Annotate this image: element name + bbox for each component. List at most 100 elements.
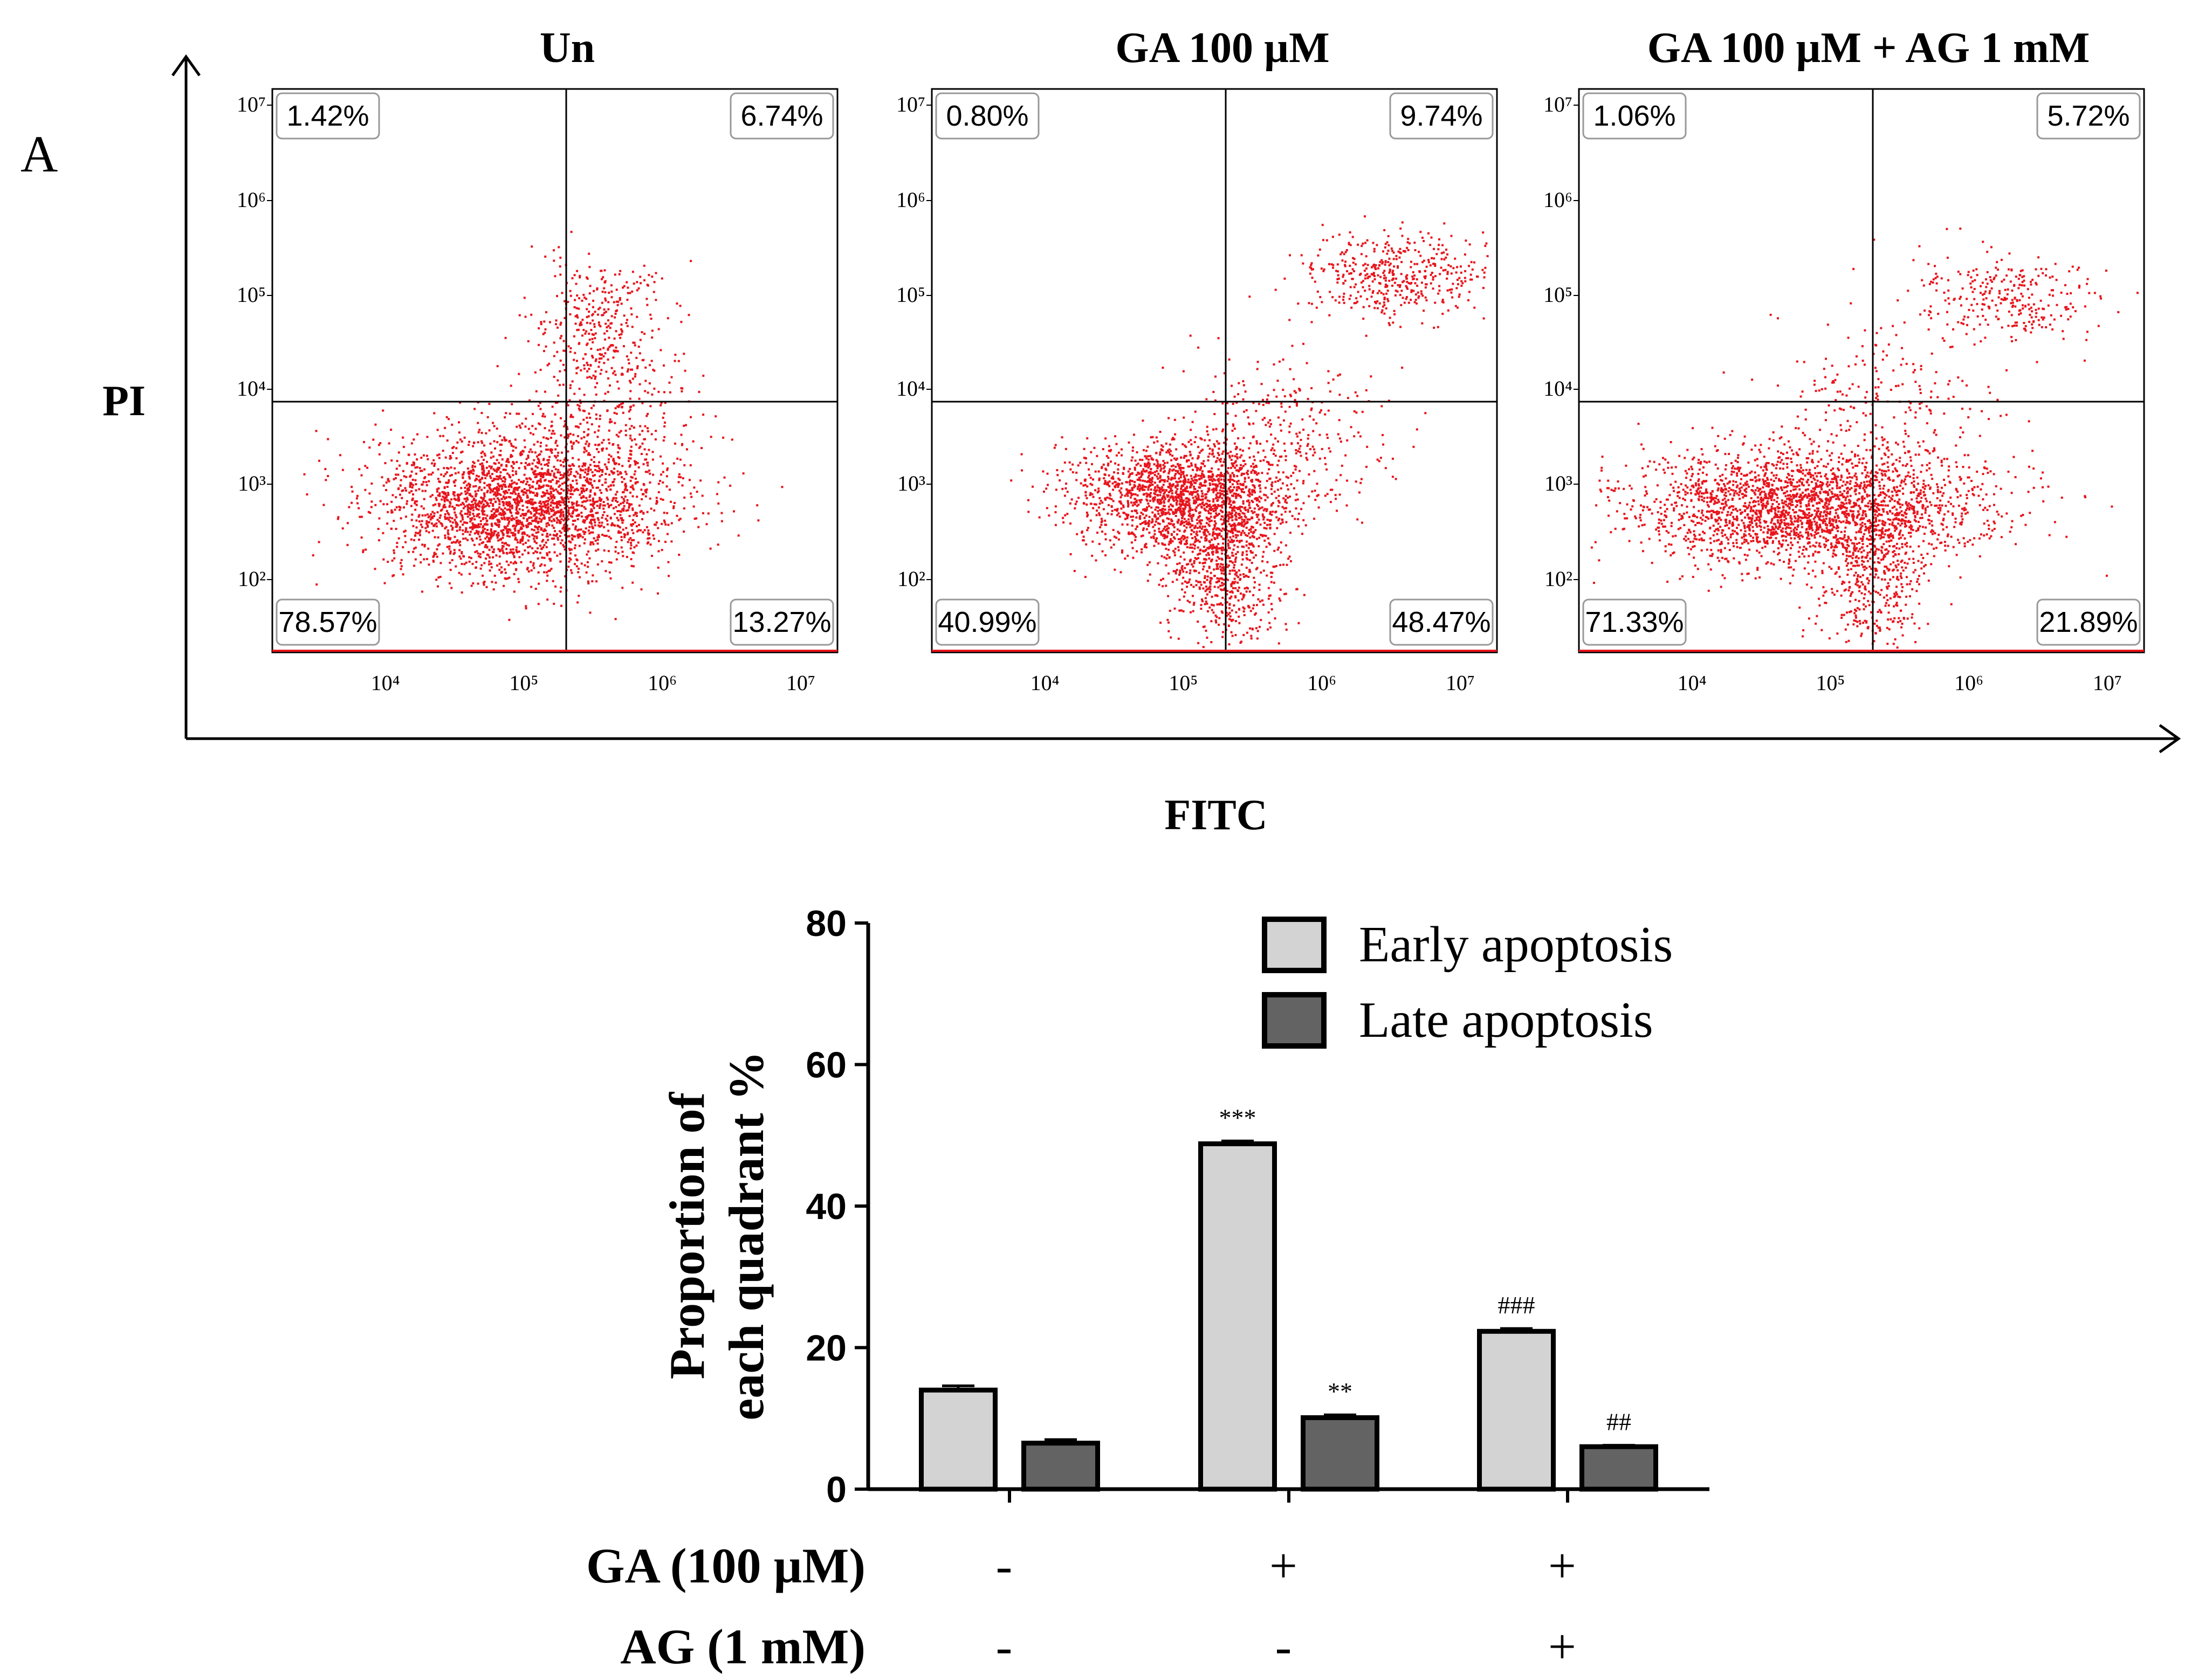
- flow-outer-axes: [171, 54, 2181, 754]
- flow-x-tick-label: 10⁷: [1446, 671, 1475, 695]
- quadrant-box: [935, 92, 1040, 140]
- treatment-value: -: [996, 1619, 1013, 1674]
- flow-y-tick-label: 10⁶: [896, 188, 925, 212]
- treatment-value: +: [1269, 1538, 1297, 1593]
- legend-swatch: [1262, 992, 1327, 1049]
- flow-y-tick-label: 10²: [897, 567, 925, 591]
- quadrant-percentage: 1.06%: [1593, 100, 1675, 132]
- flow-panel-title: GA 100 µM + AG 1 mM: [1647, 24, 2090, 72]
- quadrant-percentage: 9.74%: [1400, 100, 1482, 132]
- significance-marker: ##: [1606, 1408, 1631, 1436]
- bar-y-tick-label: 40: [806, 1186, 847, 1227]
- quadrant-box: [276, 598, 380, 646]
- quadrant-percentage: 21.89%: [2039, 606, 2138, 638]
- quadrant-box: [730, 598, 834, 646]
- treatment-value: +: [1548, 1619, 1576, 1674]
- quadrant-percentage: 78.57%: [278, 606, 377, 638]
- flow-panel-title: Un: [540, 24, 595, 72]
- quadrant-percentage: 6.74%: [740, 100, 823, 132]
- flow-y-tick-label: 10³: [1544, 471, 1572, 495]
- treatment-value: -: [1275, 1619, 1292, 1674]
- flow-x-tick-label: 10⁵: [1816, 671, 1845, 695]
- quadrant-percentage: 1.42%: [286, 100, 369, 132]
- treatment-table: GA (100 µM) - + + AG (1 mM) - - +: [586, 1538, 1576, 1674]
- flow-x-tick-label: 10⁵: [509, 671, 538, 695]
- quadrant-box: [276, 92, 380, 140]
- quadrant-box: [730, 92, 834, 140]
- quadrant-box: [1582, 92, 1687, 140]
- flow-y-tick-label: 10⁶: [237, 188, 266, 212]
- significance-marker: ###: [1498, 1291, 1535, 1319]
- quadrant-percentage: 13.27%: [732, 606, 831, 638]
- flow-y-tick-label: 10⁷: [896, 92, 925, 116]
- flow-y-tick-label: 10²: [238, 567, 266, 591]
- flow-y-tick-label: 10⁴: [237, 376, 266, 401]
- flow-x-tick-label: 10⁷: [2093, 671, 2122, 695]
- flow-y-tick-label: 10⁷: [1543, 92, 1572, 116]
- flow-y-tick-label: 10⁵: [1543, 283, 1572, 307]
- significance-marker: **: [1328, 1378, 1352, 1405]
- flow-x-axis-label: FITC: [1164, 791, 1267, 839]
- bar-chart: Proportion of each quadrant % 020406080 …: [586, 903, 1709, 1674]
- flow-panel: GA 100 µM 10⁴ 10⁵ 10⁶ 10⁷ 10² 10³ 10⁴ 10⁵ 10⁶ 10⁷ 0…: [896, 24, 1498, 695]
- flow-x-tick-label: 10⁷: [786, 671, 815, 695]
- bar: [1198, 1141, 1277, 1492]
- legend-swatch: [1262, 917, 1327, 973]
- quadrant-box: [2036, 92, 2141, 140]
- flow-y-tick-label: 10³: [897, 471, 925, 495]
- quadrant-box: [935, 598, 1040, 646]
- bar: [919, 1387, 998, 1492]
- bar: [1301, 1415, 1379, 1492]
- quadrant-box: [1389, 598, 1494, 646]
- flow-y-tick-label: 10⁶: [1543, 188, 1572, 212]
- bar-y-tick-label: 60: [806, 1045, 847, 1086]
- flow-y-tick-label: 10⁵: [237, 283, 266, 307]
- flow-panel-title: GA 100 µM: [1115, 24, 1329, 72]
- flow-x-tick-label: 10⁴: [1031, 671, 1060, 695]
- quadrant-box: [1389, 92, 1494, 140]
- bar: [1579, 1444, 1658, 1492]
- flow-y-tick-label: 10⁴: [896, 376, 925, 401]
- bar-y-tick-label: 20: [806, 1328, 847, 1369]
- flow-dots: [1010, 215, 1489, 649]
- flow-y-axis-label: PI: [102, 377, 146, 425]
- bar: [1021, 1441, 1100, 1492]
- bar: [1477, 1328, 1556, 1492]
- bar-ylabel-line2: each quadrant %: [719, 1051, 774, 1421]
- flow-y-tick-label: 10⁵: [896, 283, 925, 307]
- flow-y-tick-label: 10⁷: [237, 92, 266, 116]
- flow-panels: Un 10⁴ 10⁵ 10⁶ 10⁷ 10² 10³ 10⁴ 10⁵ 10⁶ 10⁷ 1.42% 6.7…: [237, 24, 2145, 695]
- flow-panel: Un 10⁴ 10⁵ 10⁶ 10⁷ 10² 10³ 10⁴ 10⁵ 10⁶ 10⁷ 1.42% 6.7…: [237, 24, 839, 695]
- quadrant-box: [1582, 598, 1687, 646]
- flow-panel-frame: [271, 88, 839, 653]
- flow-dots: [1590, 228, 2139, 649]
- quadrant-percentage: 48.47%: [1392, 606, 1490, 638]
- bar-marks: *** ### ** ##: [919, 1104, 1658, 1492]
- quadrant-percentage: 5.72%: [2047, 100, 2129, 132]
- flow-panel-frame: [1578, 88, 2145, 653]
- bar-y-tick-label: 0: [826, 1469, 847, 1510]
- quadrant-percentage: 71.33%: [1585, 606, 1684, 638]
- quadrant-box: [2036, 598, 2141, 646]
- flow-y-tick-label: 10²: [1544, 567, 1572, 591]
- flow-y-tick-label: 10⁴: [1543, 376, 1572, 401]
- flow-x-tick-label: 10⁵: [1169, 671, 1198, 695]
- significance-marker: ***: [1219, 1104, 1256, 1131]
- legend-label: Early apoptosis: [1359, 917, 1673, 973]
- treatment-label: GA (100 µM): [586, 1538, 865, 1593]
- treatment-label: AG (1 mM): [620, 1619, 865, 1674]
- treatment-value: +: [1548, 1538, 1576, 1593]
- legend-label: Late apoptosis: [1359, 992, 1653, 1048]
- flow-y-tick-label: 10³: [238, 471, 266, 495]
- flow-x-tick-label: 10⁴: [371, 671, 400, 695]
- flow-dots: [303, 231, 784, 621]
- bar-ylabel-line1: Proportion of: [660, 1091, 715, 1379]
- bar-y-tick-label: 80: [806, 903, 847, 944]
- flow-x-tick-label: 10⁶: [648, 671, 677, 695]
- flow-x-tick-label: 10⁴: [1678, 671, 1707, 695]
- panel-letter: A: [20, 125, 58, 183]
- treatment-value: -: [996, 1538, 1013, 1593]
- flow-panel-frame: [931, 88, 1498, 653]
- flow-x-tick-label: 10⁶: [1307, 671, 1336, 695]
